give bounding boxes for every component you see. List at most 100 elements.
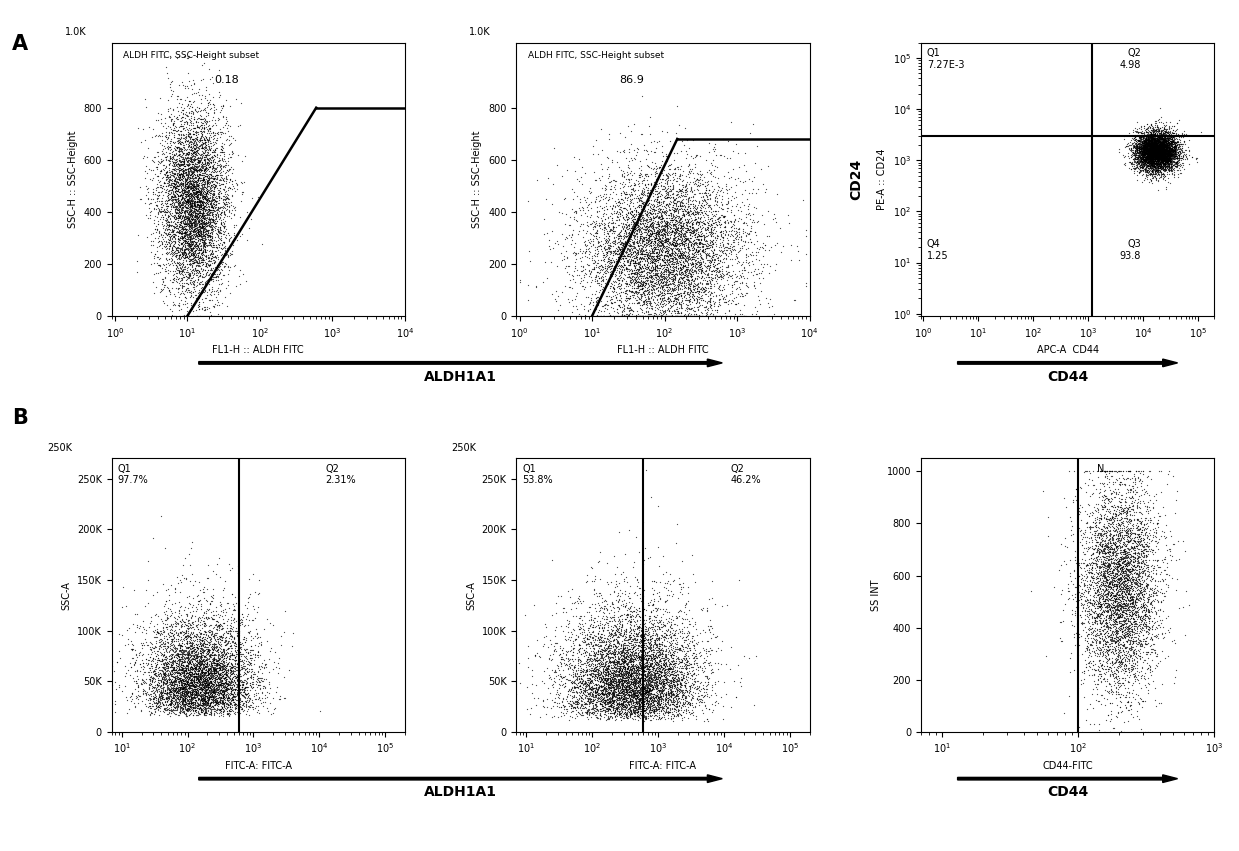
Point [705,137,725,151]
Point [1119,674,1139,688]
Point [576,654,596,668]
Point [224,202,244,215]
Point [175,229,195,243]
Point [1104,562,1124,575]
Point [1152,137,1172,151]
Point [198,665,218,679]
Point [1125,140,1145,154]
Point [176,691,196,705]
Point [695,288,715,301]
Point [1121,551,1141,564]
Point [1135,155,1155,168]
Point [618,646,638,660]
Point [188,683,208,697]
Point [570,251,590,265]
Point [208,231,228,245]
Point [1135,123,1155,137]
Point [192,245,212,259]
Point [622,219,642,232]
Point [1141,151,1161,164]
Point [729,230,748,243]
Point [1140,143,1160,157]
Point [652,692,672,705]
Point [221,674,240,688]
Point [701,225,721,238]
Point [214,171,234,185]
Point [1109,531,1129,545]
Point [186,663,206,677]
Point [591,636,611,649]
Point [628,709,648,722]
Point [1129,618,1149,631]
Point [157,298,177,311]
Point [1140,148,1160,162]
Point [612,672,632,686]
Point [228,689,248,703]
Point [1139,136,1158,150]
Point [590,261,610,275]
Point [207,665,227,679]
Point [1147,146,1167,160]
Point [1155,563,1175,577]
Point [203,674,223,688]
Point [198,693,218,706]
Point [195,682,214,695]
Point [171,168,191,181]
Point [650,203,670,216]
Point [1155,134,1175,148]
Point [187,133,207,146]
Point [1120,565,1140,579]
Point [570,638,590,652]
Point [643,648,663,661]
Point [201,665,221,679]
Point [610,667,629,681]
Point [1120,628,1140,642]
Point [187,654,207,667]
Point [1127,541,1147,555]
Point [1145,146,1165,160]
Point [621,271,641,284]
Point [1156,138,1176,151]
Point [1101,494,1121,507]
Point [606,632,626,646]
Point [648,243,668,256]
Point [1103,465,1123,478]
Point [182,205,202,219]
Point [655,205,675,219]
Point [653,701,673,715]
Point [201,660,221,673]
Point [611,665,631,679]
Point [1094,526,1114,540]
Point [201,238,221,252]
Point [591,692,611,705]
Point [607,648,627,661]
Point [204,662,224,676]
Point [653,693,673,706]
Point [639,683,659,696]
Point [199,142,219,156]
Point [1109,677,1129,690]
Point [649,186,669,200]
Point [207,681,227,694]
Point [187,631,207,645]
Point [646,174,665,188]
Point [650,273,670,287]
Point [507,688,527,701]
Point [191,670,211,683]
Point [679,249,699,263]
Point [195,151,214,164]
Point [208,643,228,656]
Point [1120,608,1140,622]
Point [208,203,228,216]
Point [172,259,192,272]
Point [182,254,202,268]
Point [703,267,722,281]
Point [660,688,680,702]
Point [631,650,650,664]
Point [623,649,643,663]
Point [1141,574,1161,588]
Point [1145,134,1165,147]
Point [211,678,230,692]
Point [173,247,193,260]
Point [190,626,209,640]
